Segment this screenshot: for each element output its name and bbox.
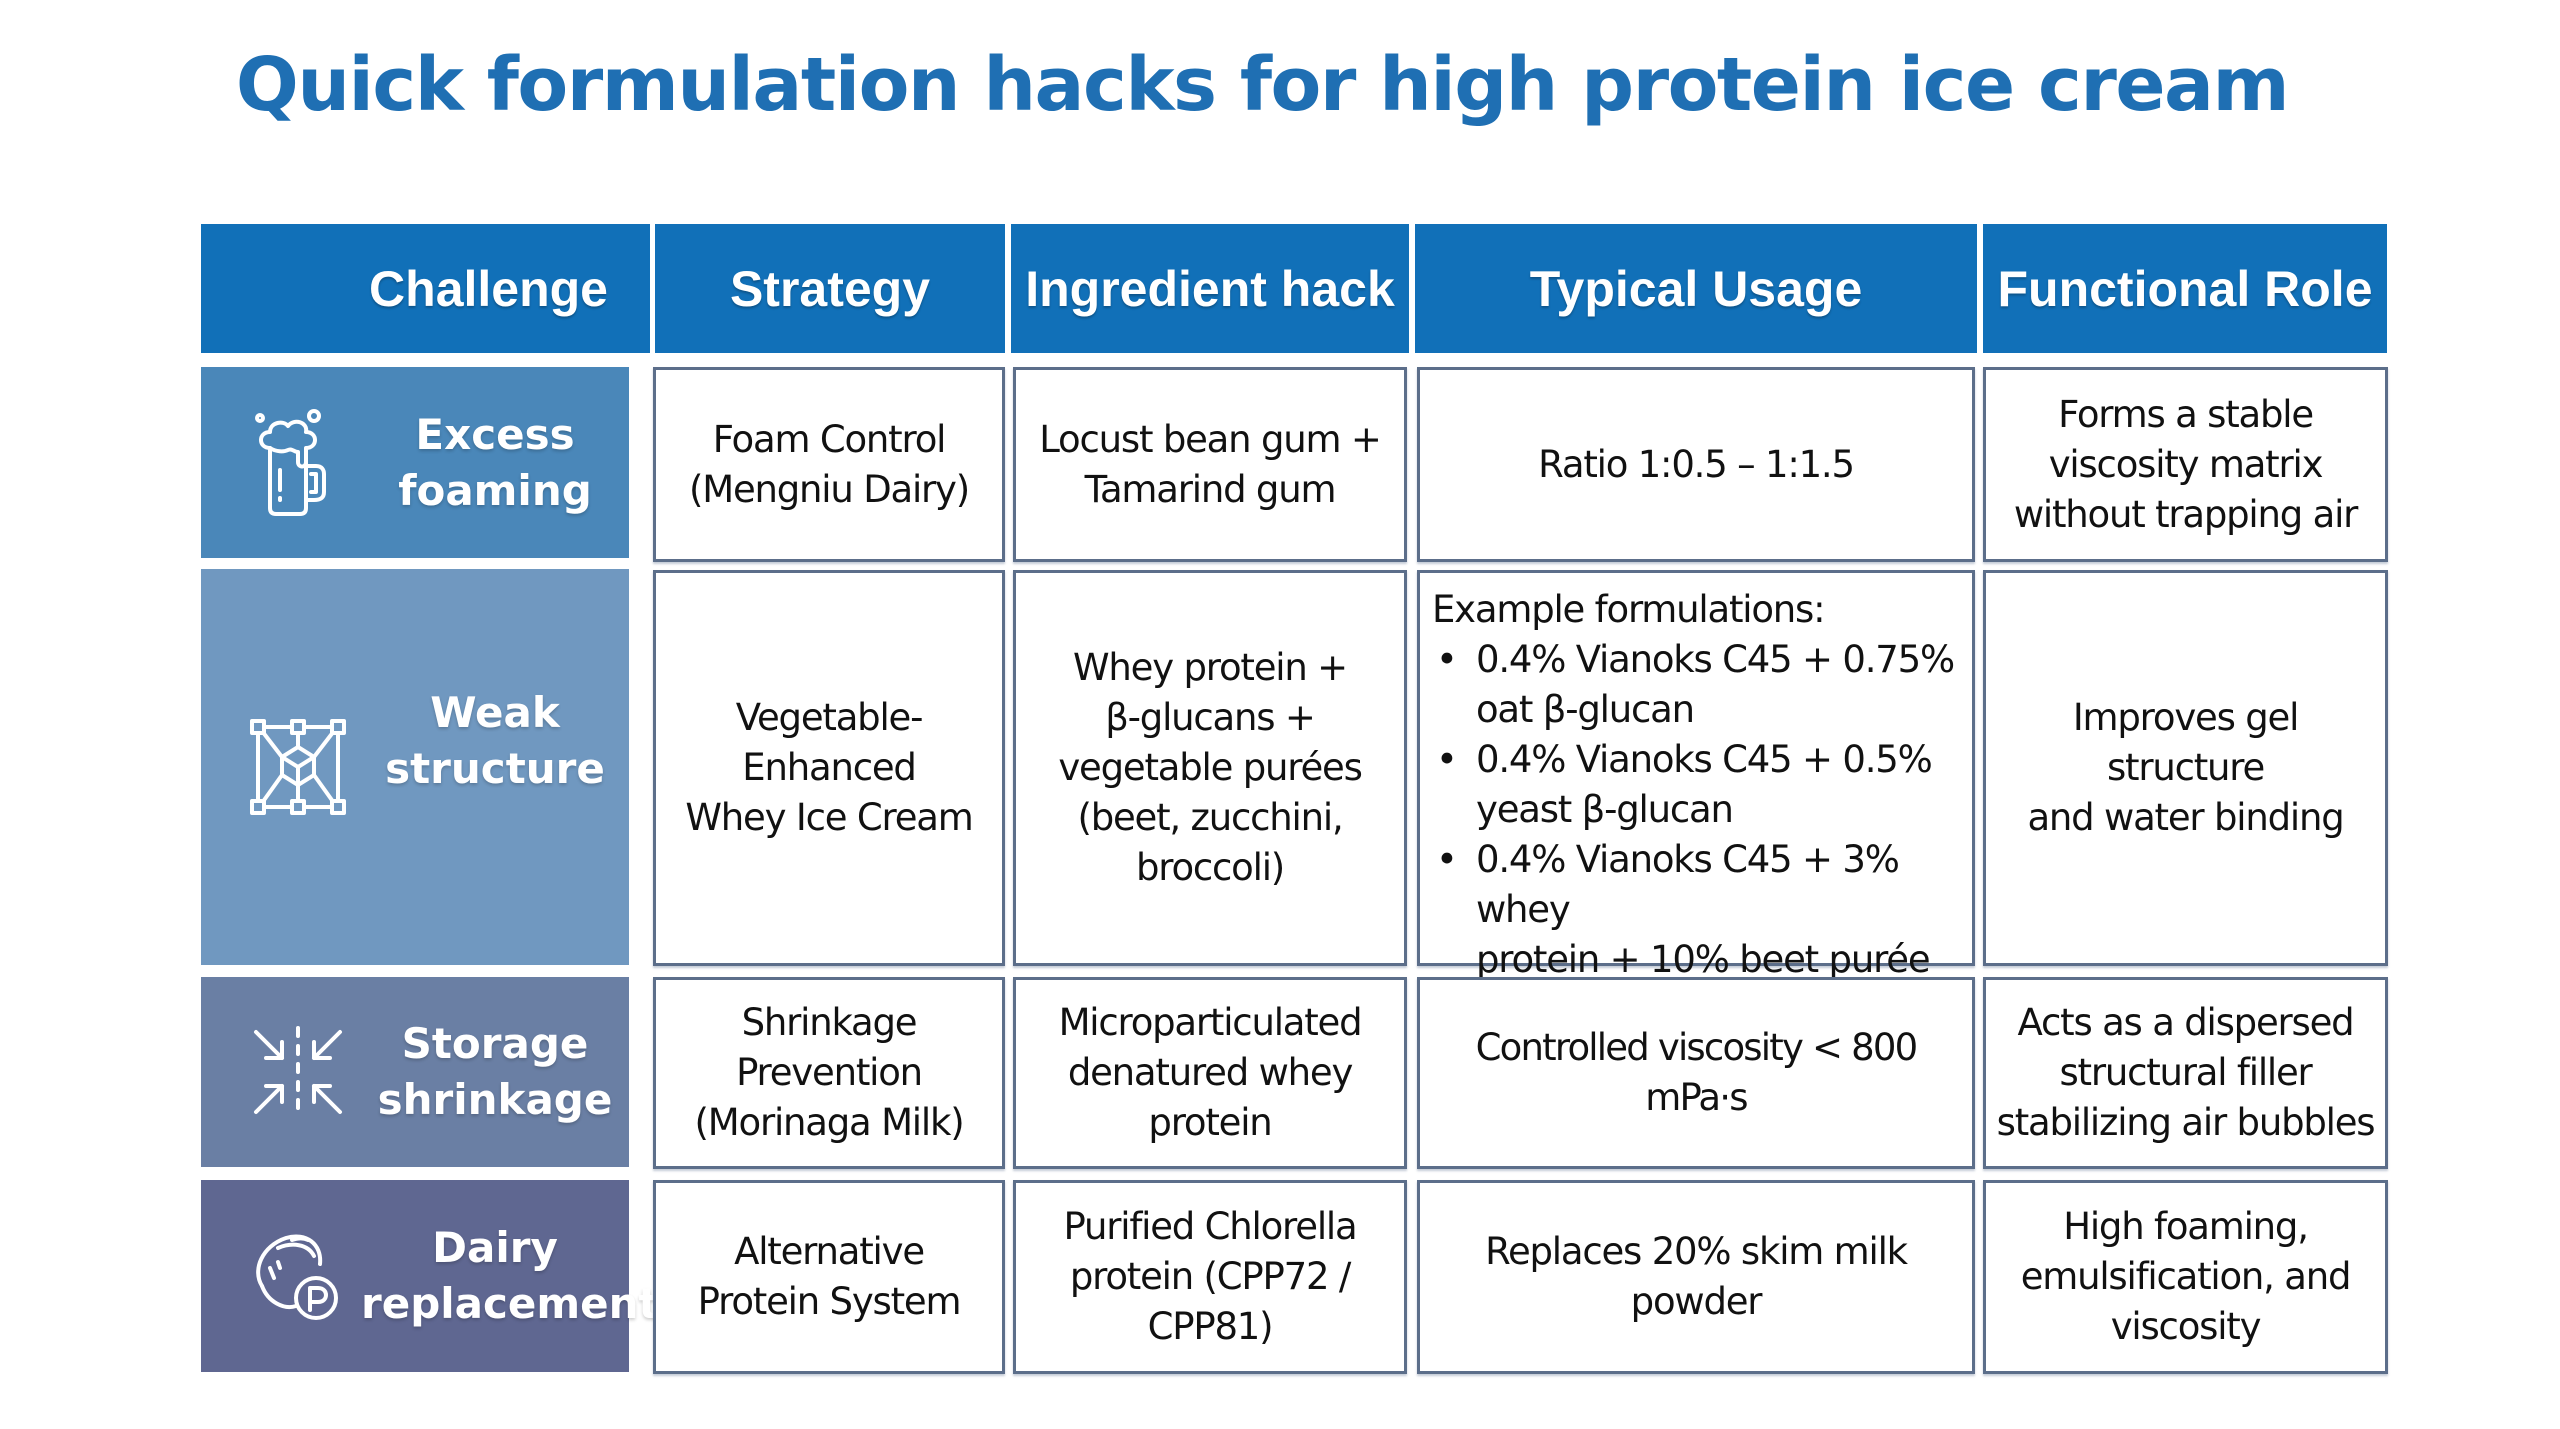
typical-usage-cell: Ratio 1:0.5 – 1:1.5	[1417, 367, 1975, 562]
list-item: 0.4% Vianoks C45 + 0.5% yeast β-glucan	[1432, 735, 1962, 835]
structure-network-icon	[243, 712, 353, 822]
challenge-label: Weak structure	[385, 688, 605, 793]
typical-usage-text: Ratio 1:0.5 – 1:1.5	[1538, 442, 1855, 486]
challenge-cell: Weak structure	[201, 569, 629, 965]
functional-role-cell: High foaming, emulsification, and viscos…	[1983, 1180, 2388, 1374]
functional-role-text: Acts as a dispersed structural filler st…	[1996, 1001, 2376, 1144]
list-item: 0.4% Vianoks C45 + 3% whey protein + 10%…	[1432, 835, 1962, 985]
ingredient-hack-text: Locust bean gum + Tamarind gum	[1039, 417, 1382, 511]
strategy-cell: Alternative Protein System	[653, 1180, 1005, 1374]
functional-role-cell: Improves gel structure and water binding	[1983, 570, 2388, 966]
ingredient-hack-cell: Whey protein + β-glucans + vegetable pur…	[1013, 570, 1407, 966]
page-title: Quick formulation hacks for high protein…	[235, 42, 2290, 128]
functional-role-text: High foaming, emulsification, and viscos…	[2020, 1205, 2352, 1348]
header-functional-role: Functional Role	[1983, 224, 2387, 353]
functional-role-cell: Acts as a dispersed structural filler st…	[1983, 977, 2388, 1169]
challenge-label: Storage shrinkage	[377, 1019, 613, 1124]
typical-usage-intro: Example formulations:	[1432, 588, 1826, 631]
shrink-arrows-icon	[243, 1017, 353, 1127]
challenge-label: Excess foaming	[398, 409, 592, 515]
challenge-cell: Dairy replacement	[201, 1180, 659, 1372]
strategy-cell: Vegetable- Enhanced Whey Ice Cream	[653, 570, 1005, 966]
foaming-beer-mug-icon	[243, 408, 353, 518]
strategy-cell: Shrinkage Prevention (Morinaga Milk)	[653, 977, 1005, 1169]
functional-role-text: Improves gel structure and water binding	[2027, 696, 2344, 839]
protein-bean-icon	[243, 1221, 353, 1331]
ingredient-hack-cell: Microparticulated denatured whey protein	[1013, 977, 1407, 1169]
challenge-cell: Excess foaming	[201, 367, 629, 558]
header-strategy: Strategy	[655, 224, 1005, 353]
ingredient-hack-text: Purified Chlorella protein (CPP72 / CPP8…	[1063, 1205, 1358, 1348]
formulation-list: 0.4% Vianoks C45 + 0.75% oat β-glucan 0.…	[1432, 635, 1962, 985]
strategy-text: Shrinkage Prevention (Morinaga Milk)	[694, 1001, 965, 1144]
typical-usage-cell: Example formulations: 0.4% Vianoks C45 +…	[1417, 570, 1975, 981]
header-typical-usage: Typical Usage	[1415, 224, 1977, 353]
challenge-cell: Storage shrinkage	[201, 977, 629, 1167]
typical-usage-text: Replaces 20% skim milk powder	[1485, 1230, 1908, 1323]
strategy-cell: Foam Control (Mengniu Dairy)	[653, 367, 1005, 562]
challenge-label: Dairy replacement	[361, 1223, 659, 1328]
ingredient-hack-text: Microparticulated denatured whey protein	[1058, 1001, 1363, 1144]
strategy-text: Alternative Protein System	[697, 1230, 962, 1323]
functional-role-text: Forms a stable viscosity matrix without …	[2013, 392, 2359, 536]
strategy-text: Vegetable- Enhanced Whey Ice Cream	[685, 696, 973, 839]
ingredient-hack-cell: Purified Chlorella protein (CPP72 / CPP8…	[1013, 1180, 1407, 1374]
header-ingredient-hack: Ingredient hack	[1011, 224, 1409, 353]
strategy-text: Foam Control (Mengniu Dairy)	[689, 417, 970, 511]
ingredient-hack-text: Whey protein + β-glucans + vegetable pur…	[1058, 646, 1363, 889]
header-challenge: Challenge	[201, 224, 650, 353]
list-item: 0.4% Vianoks C45 + 0.75% oat β-glucan	[1432, 635, 1962, 735]
typical-usage-cell: Replaces 20% skim milk powder	[1417, 1180, 1975, 1374]
functional-role-cell: Forms a stable viscosity matrix without …	[1983, 367, 2388, 562]
typical-usage-cell: Controlled viscosity < 800 mPa·s	[1417, 977, 1975, 1169]
ingredient-hack-cell: Locust bean gum + Tamarind gum	[1013, 367, 1407, 562]
typical-usage-text: Controlled viscosity < 800 mPa·s	[1475, 1026, 1919, 1119]
